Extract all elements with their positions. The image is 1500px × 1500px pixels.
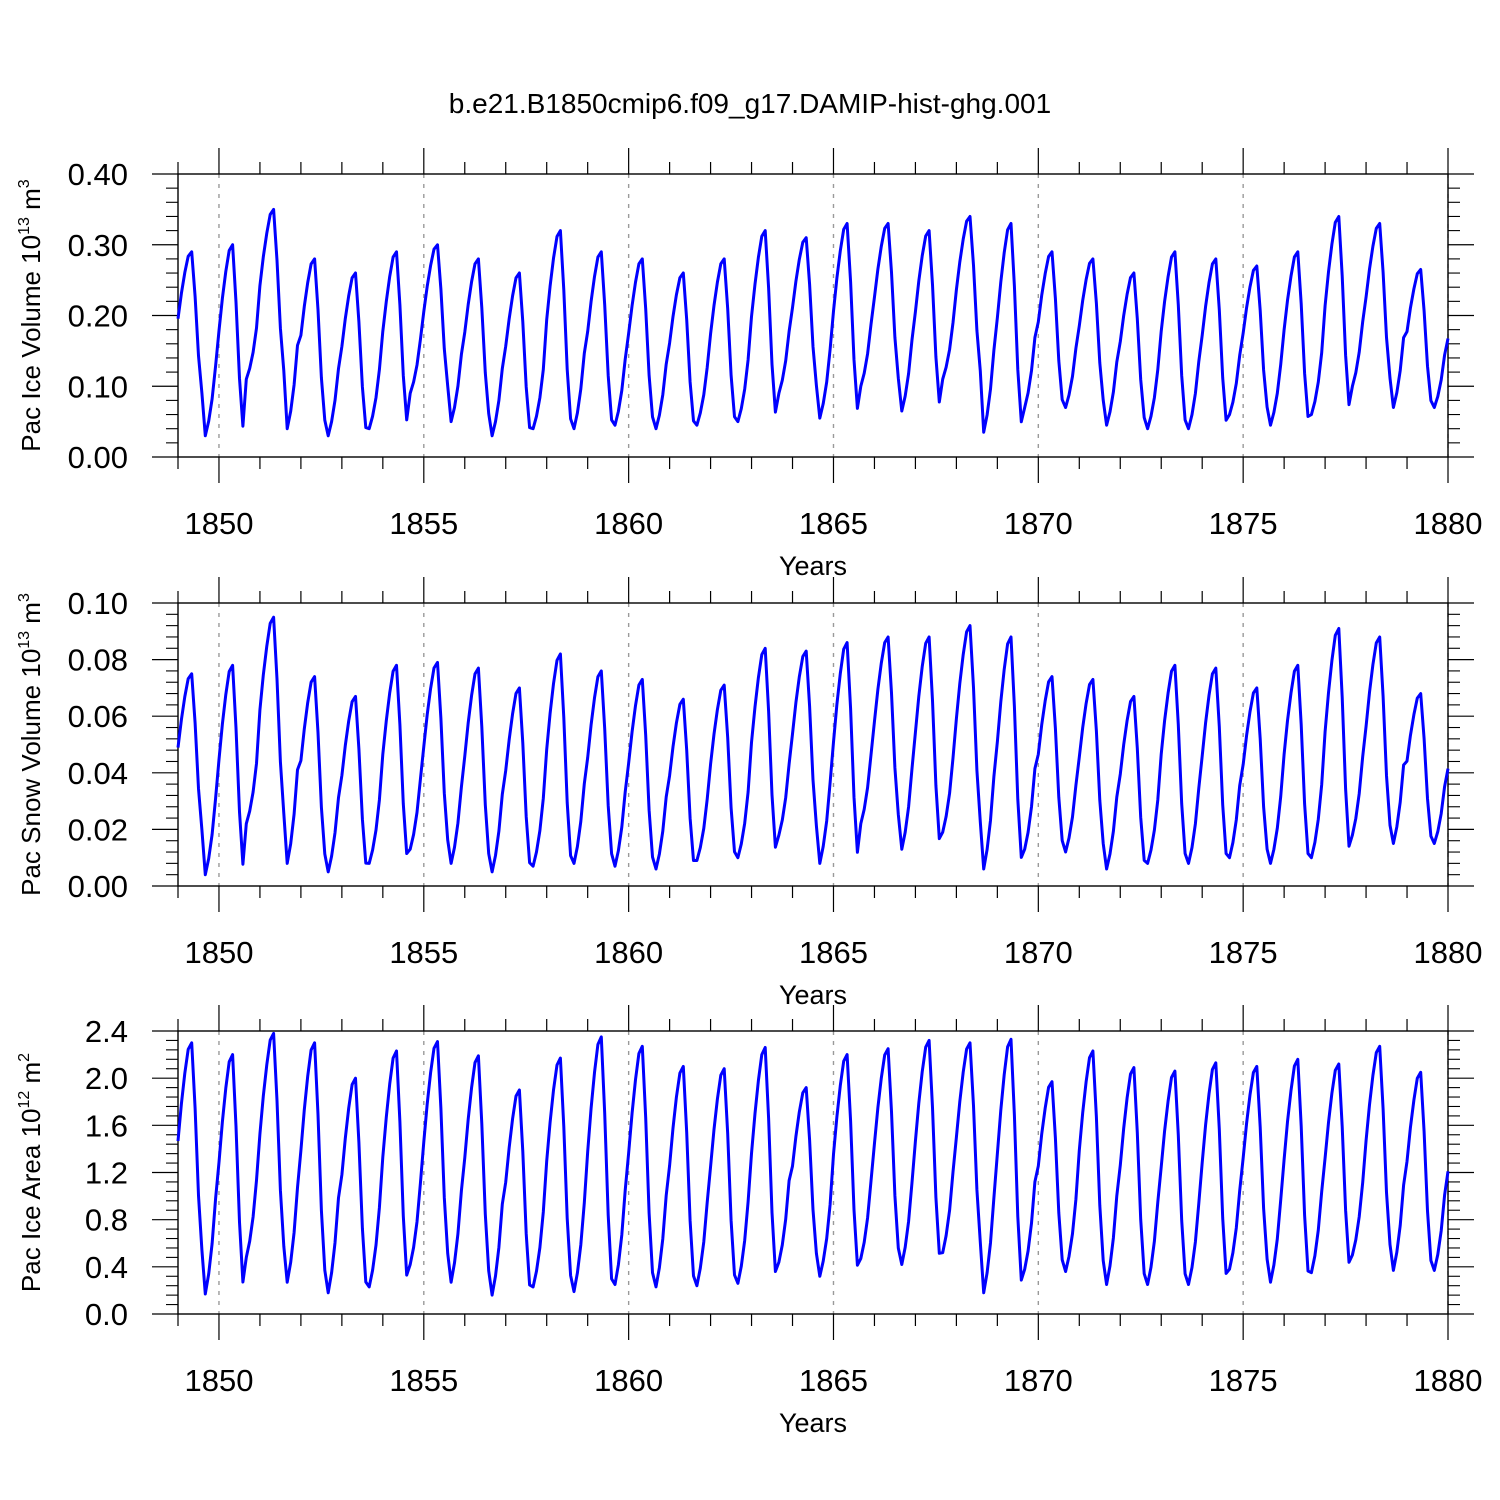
y-axis-label: Pac Ice Area 1012 m2 [16,1053,46,1292]
x-tick-label: 1860 [594,935,663,970]
series-line [176,1031,1450,1297]
series-line [176,207,1450,438]
x-axis-label: Years [779,551,847,581]
y-tick-label: 0.4 [85,1250,128,1285]
x-tick-label: 1860 [594,1363,663,1398]
x-axis-label: Years [779,980,847,1010]
x-axis-label: Years [779,1408,847,1438]
y-tick-label: 2.0 [85,1061,128,1096]
x-tick-label: 1880 [1414,1363,1483,1398]
x-tick-label: 1850 [184,1363,253,1398]
x-tick-label: 1855 [389,1363,458,1398]
y-tick-label: 0.08 [68,643,128,678]
y-tick-label: 0.20 [68,299,128,334]
x-tick-label: 1870 [1004,1363,1073,1398]
x-tick-label: 1865 [799,935,868,970]
y-tick-label: 0.00 [68,440,128,475]
y-axis-label: Pac Ice Volume 1013 m3 [16,179,46,452]
x-tick-label: 1880 [1414,935,1483,970]
y-tick-label: 1.2 [85,1156,128,1191]
ice-volume-panel: 0.00 0.10 0.20 0.30 0.40 1850 1855 1860 1865 1870… [16,148,1482,581]
x-tick-label: 1875 [1209,1363,1278,1398]
x-tick-label: 1850 [184,935,253,970]
y-tick-label: 0.10 [68,369,128,404]
y-tick-label: 2.4 [85,1014,128,1049]
y-tick-label: 0.10 [68,586,128,621]
series-line [176,615,1450,877]
ice-area-panel: 0.0 0.4 0.8 1.2 1.6 2.0 2.4 1850 1855 1860 1865 187… [16,1005,1482,1438]
y-tick-label: 1.6 [85,1108,128,1143]
x-tick-label: 1855 [389,506,458,541]
y-tick-label: 0.30 [68,228,128,263]
y-tick-label: 0.0 [85,1297,128,1332]
y-tick-label: 0.8 [85,1203,128,1238]
y-tick-label: 0.06 [68,699,128,734]
y-tick-label: 0.04 [68,756,128,791]
x-tick-label: 1870 [1004,935,1073,970]
plot-frame [177,602,1449,887]
y-tick-label: 0.00 [68,869,128,904]
snow-volume-panel: 0.00 0.02 0.04 0.06 0.08 0.10 1850 1855 1860 1865… [16,577,1482,1010]
x-tick-label: 1855 [389,935,458,970]
x-tick-label: 1880 [1414,506,1483,541]
x-tick-label: 1850 [184,506,253,541]
chart-title: b.e21.B1850cmip6.f09_g17.DAMIP-hist-ghg.… [449,88,1051,119]
x-tick-label: 1875 [1209,506,1278,541]
plot-frame [177,173,1449,458]
x-tick-label: 1860 [594,506,663,541]
x-tick-label: 1865 [799,1363,868,1398]
y-tick-label: 0.02 [68,812,128,847]
y-axis-label: Pac Snow Volume 1013 m3 [16,593,46,896]
y-tick-label: 0.40 [68,157,128,192]
x-tick-label: 1875 [1209,935,1278,970]
x-tick-label: 1870 [1004,506,1073,541]
x-tick-label: 1865 [799,506,868,541]
